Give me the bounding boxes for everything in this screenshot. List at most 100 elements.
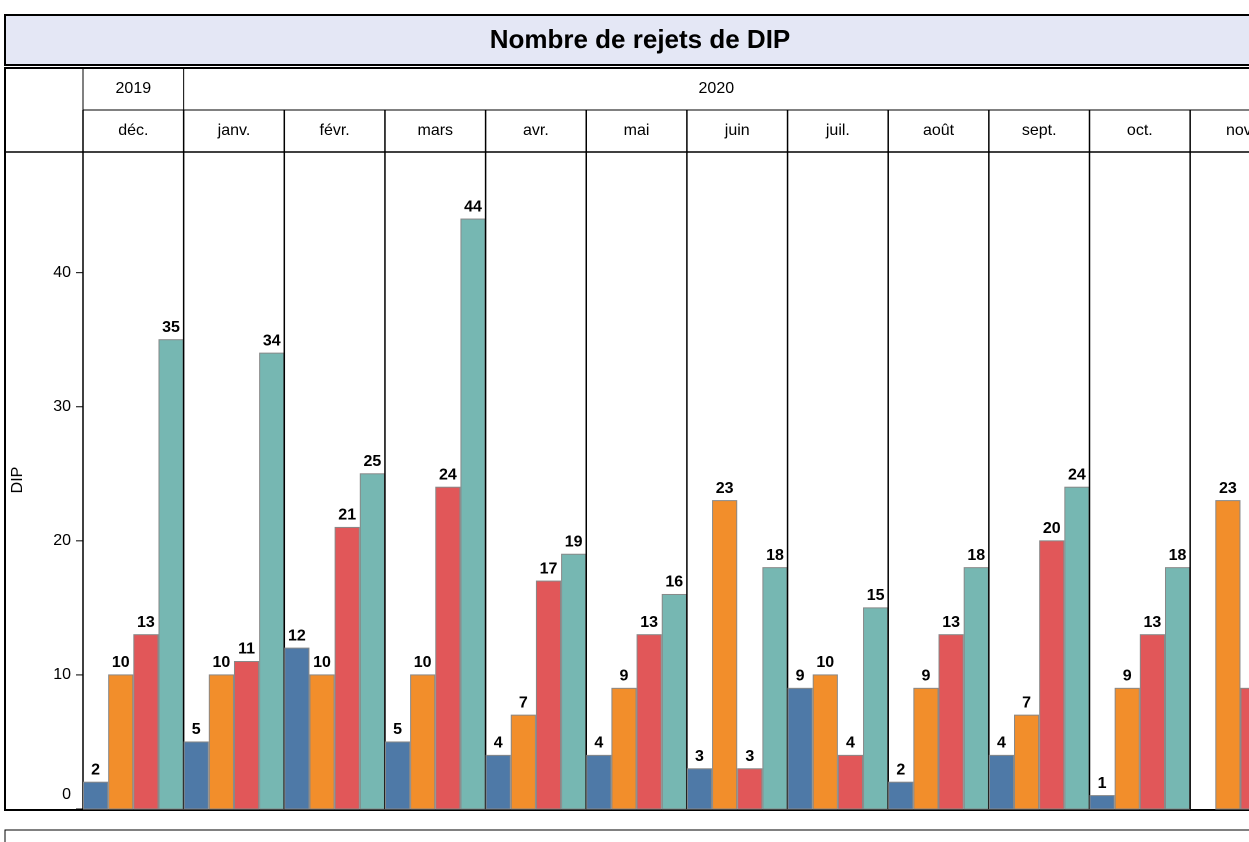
x-tick-label: mai — [624, 122, 650, 139]
bar — [712, 500, 738, 810]
bar — [863, 607, 889, 810]
x-tick-label: août — [923, 122, 955, 139]
bar — [158, 339, 184, 810]
y-axis-label: DIP — [9, 467, 26, 494]
value-label: 9 — [1123, 668, 1132, 685]
value-label: 19 — [565, 533, 583, 550]
value-label: 44 — [464, 198, 482, 215]
value-label: 5 — [192, 721, 201, 738]
value-label: 2 — [896, 761, 905, 778]
bar — [938, 634, 964, 810]
bar — [1240, 687, 1249, 810]
bar — [1014, 714, 1040, 810]
value-label: 10 — [414, 654, 432, 671]
value-label: 9 — [921, 668, 930, 685]
bar — [1039, 540, 1065, 810]
bar — [611, 687, 637, 810]
bar — [208, 674, 234, 810]
x-tick-label: nov. — [1226, 122, 1249, 139]
bar — [183, 741, 209, 810]
value-label: 4 — [594, 735, 603, 752]
bar — [661, 593, 687, 810]
value-label: 21 — [338, 507, 356, 524]
bar — [410, 674, 436, 810]
y-tick-label: 40 — [53, 264, 71, 281]
value-label: 20 — [1043, 520, 1061, 537]
bar — [636, 634, 662, 810]
bar — [460, 218, 486, 810]
x-tick-label: avr. — [523, 122, 549, 139]
bar — [586, 754, 612, 810]
bar — [510, 714, 536, 810]
bar — [561, 553, 587, 810]
value-label: 4 — [846, 735, 855, 752]
y-tick-label: 10 — [53, 666, 71, 683]
value-label: 5 — [393, 721, 402, 738]
bar — [535, 580, 562, 810]
value-label: 2 — [91, 761, 100, 778]
y-tick-label: 30 — [53, 398, 71, 415]
bar — [284, 647, 310, 810]
x-tick-label: sept. — [1022, 122, 1057, 139]
y-tick-label: 20 — [53, 532, 71, 549]
value-label: 23 — [1219, 480, 1237, 497]
bar — [435, 486, 461, 810]
title-band — [4, 14, 1249, 66]
bar — [837, 754, 864, 810]
bar — [334, 526, 360, 810]
value-label: 9 — [796, 668, 805, 685]
bar — [988, 754, 1015, 810]
value-label: 9 — [620, 668, 629, 685]
value-label: 7 — [519, 694, 528, 711]
value-label: 13 — [1144, 614, 1162, 631]
value-label: 12 — [288, 627, 306, 644]
x-tick-label: mars — [417, 122, 453, 139]
frame — [4, 67, 1249, 811]
value-label: 17 — [540, 560, 558, 577]
bar — [1164, 567, 1191, 810]
value-label: 18 — [967, 547, 985, 564]
bar — [233, 661, 260, 810]
bar — [1139, 634, 1165, 810]
value-label: 10 — [816, 654, 834, 671]
x-tick-label: juin — [724, 122, 750, 139]
value-label: 3 — [695, 748, 704, 765]
bar — [737, 768, 763, 810]
bar — [1215, 500, 1241, 810]
bar — [913, 687, 939, 810]
value-label: 23 — [716, 480, 734, 497]
bar — [1089, 795, 1115, 810]
bar — [812, 674, 838, 810]
value-label: 34 — [263, 332, 281, 349]
bar — [963, 567, 989, 810]
x-tick-label: déc. — [118, 122, 148, 139]
year-label: 2020 — [699, 80, 735, 97]
value-label: 11 — [238, 641, 255, 658]
value-label: 10 — [212, 654, 230, 671]
x-tick-label: juil. — [825, 122, 850, 139]
bar — [108, 674, 134, 810]
value-label: 4 — [494, 735, 503, 752]
value-label: 16 — [665, 574, 683, 591]
value-label: 25 — [363, 453, 381, 470]
value-label: 35 — [162, 319, 180, 336]
value-label: 15 — [867, 587, 885, 604]
value-label: 10 — [112, 654, 130, 671]
value-label: 1 — [1098, 775, 1107, 792]
chart-title: Nombre de rejets de DIP — [490, 24, 791, 54]
value-label: 10 — [313, 654, 331, 671]
y-tick-label: 0 — [62, 786, 71, 803]
legend-box — [4, 829, 1249, 842]
x-tick-label: oct. — [1127, 122, 1153, 139]
bar — [83, 781, 109, 810]
bar — [787, 687, 813, 810]
value-label: 13 — [640, 614, 658, 631]
value-label: 18 — [1169, 547, 1187, 564]
bar — [888, 781, 914, 810]
bar — [1114, 687, 1140, 810]
value-label: 18 — [766, 547, 784, 564]
value-label: 4 — [997, 735, 1006, 752]
bar — [133, 634, 159, 810]
x-tick-label: janv. — [217, 122, 251, 139]
value-label: 3 — [745, 748, 754, 765]
